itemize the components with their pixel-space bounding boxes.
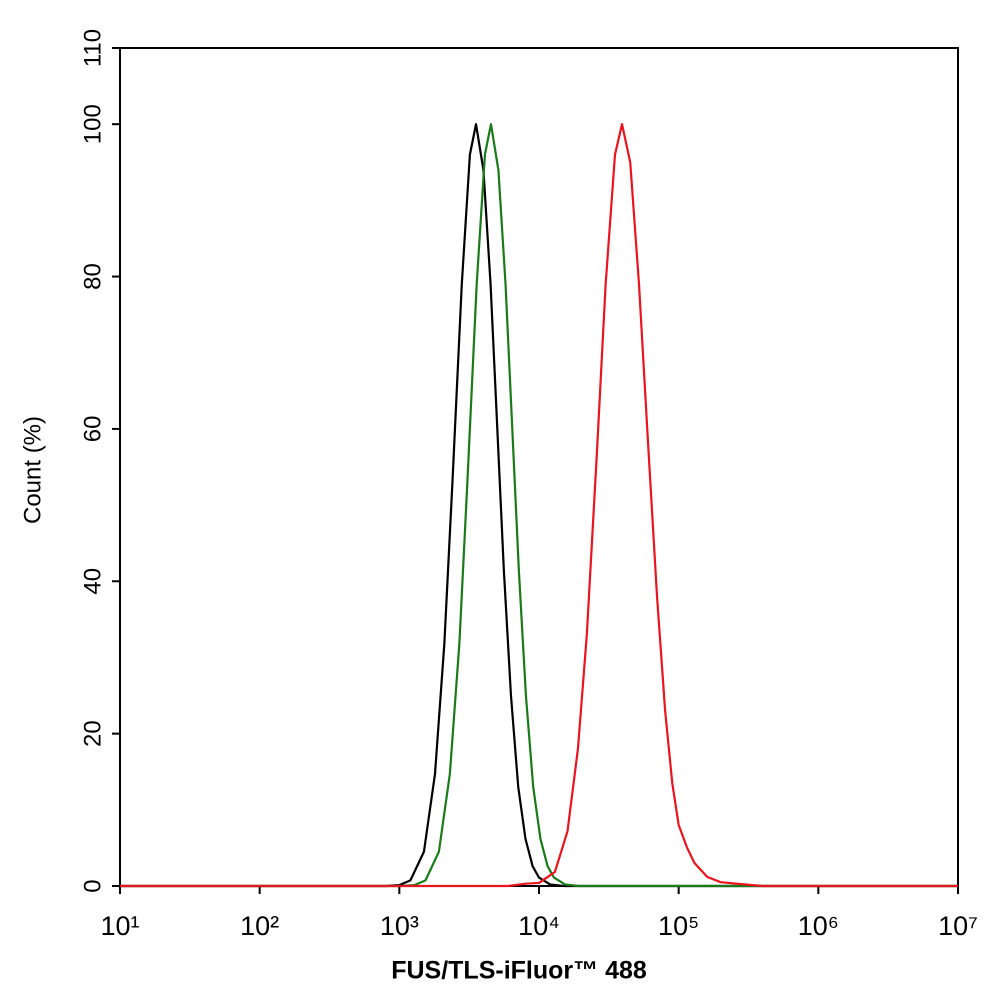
y-tick-label: 0 (79, 879, 106, 892)
x-tick-label: 10⁷ (938, 911, 978, 941)
histogram-line (120, 123, 958, 888)
x-tick-label: 10¹ (100, 911, 139, 941)
x-axis-label: FUS/TLS-iFluor™ 488 (391, 957, 647, 985)
histogram-line (120, 123, 958, 888)
y-tick-label: 40 (79, 568, 106, 595)
x-tick-label: 10⁴ (518, 911, 560, 941)
y-tick-label: 60 (79, 416, 106, 443)
x-tick-label: 10³ (380, 911, 419, 941)
x-tick-label: 10² (240, 911, 279, 941)
y-tick-label: 20 (79, 720, 106, 747)
y-tick-label: 80 (79, 263, 106, 290)
y-tick-label: 110 (79, 29, 106, 67)
histogram-line (120, 123, 958, 888)
y-tick-label: 100 (79, 104, 106, 144)
plot-frame (119, 47, 959, 887)
x-tick-label: 10⁶ (798, 911, 839, 941)
x-tick-label: 10⁵ (658, 911, 699, 941)
y-axis-label: Count (%) (19, 416, 46, 524)
